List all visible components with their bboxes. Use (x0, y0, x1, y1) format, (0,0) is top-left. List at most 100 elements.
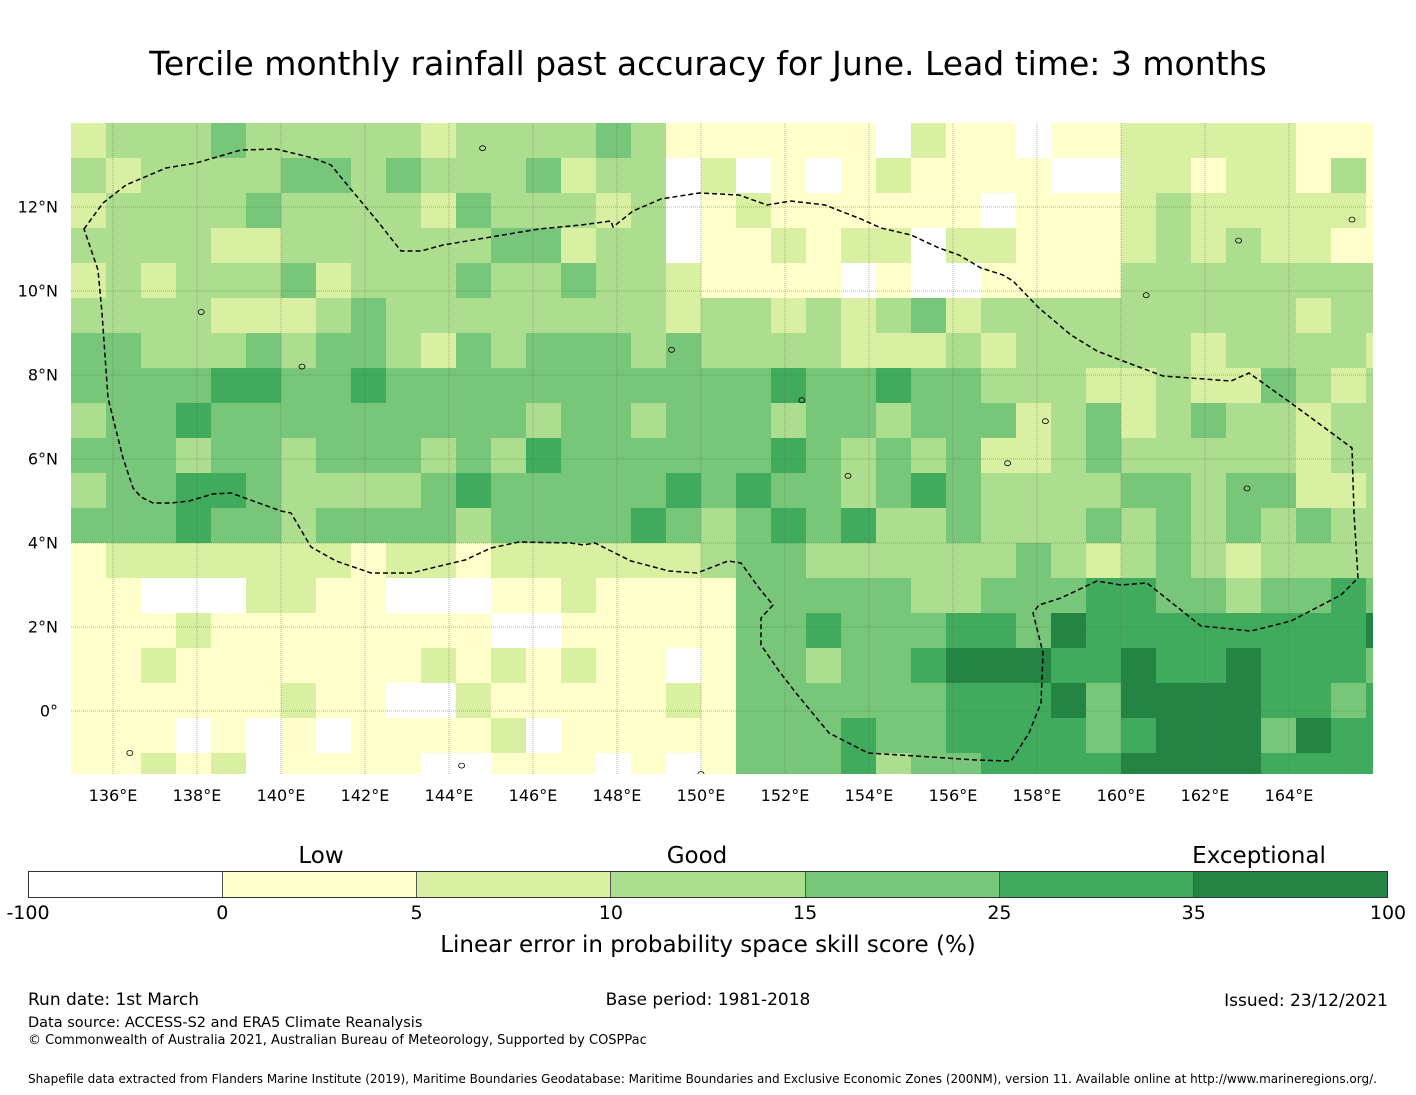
colorbar-category-exceptional: Exceptional (1192, 843, 1326, 869)
skill-cell (1121, 718, 1157, 754)
skill-cell (1121, 543, 1157, 579)
skill-cell (1226, 473, 1262, 509)
island-outline (1004, 460, 1011, 467)
skill-cell (1121, 683, 1157, 719)
skill-cell (316, 683, 352, 719)
island-outline (1042, 418, 1049, 425)
island-outlines (126, 145, 1356, 774)
skill-cell (456, 123, 492, 159)
skill-cell (176, 683, 212, 719)
skill-cell (71, 298, 107, 334)
skill-cell (946, 263, 982, 299)
skill-cell (456, 508, 492, 544)
latitude-tick-label: 2°N (27, 617, 58, 637)
skill-cell (1331, 193, 1367, 229)
skill-cell (1366, 193, 1373, 229)
skill-cell (351, 718, 387, 754)
skill-cell (876, 333, 912, 369)
skill-cell (351, 158, 387, 194)
skill-cell (596, 648, 632, 684)
skill-cell (876, 158, 912, 194)
skill-cell (631, 648, 667, 684)
skill-cell (771, 683, 807, 719)
skill-cell (281, 228, 317, 264)
skill-cell (1296, 193, 1332, 229)
skill-cell (1296, 613, 1332, 649)
island-outline (798, 397, 806, 404)
skill-cell (106, 403, 142, 439)
skill-cell (701, 403, 737, 439)
chart-title: Tercile monthly rainfall past accuracy f… (149, 44, 1267, 83)
skill-cell (631, 333, 667, 369)
skill-cell (1331, 438, 1367, 474)
skill-cell (211, 368, 247, 404)
skill-cell (736, 263, 772, 299)
skill-cell (1261, 403, 1297, 439)
skill-cell (1086, 123, 1122, 159)
skill-cell (771, 123, 807, 159)
skill-cell (176, 718, 212, 754)
skill-cell (1366, 753, 1373, 774)
skill-cell (176, 228, 212, 264)
skill-cell (1296, 123, 1332, 159)
skill-cell (841, 578, 877, 614)
skill-cell (736, 438, 772, 474)
skill-cell (1051, 753, 1087, 774)
skill-cell (211, 403, 247, 439)
skill-cell (1121, 228, 1157, 264)
skill-cell (1226, 438, 1262, 474)
skill-cell (351, 613, 387, 649)
skill-cell (1331, 753, 1367, 774)
skill-cell (596, 508, 632, 544)
skill-cell (1016, 298, 1052, 334)
skill-cell (491, 753, 527, 774)
skill-cell (246, 718, 282, 754)
island-outline (479, 145, 487, 152)
skill-cell (806, 438, 842, 474)
skill-cell (1121, 158, 1157, 194)
skill-cell (281, 578, 317, 614)
skill-cell (281, 158, 317, 194)
skill-cell (666, 718, 702, 754)
skill-cell (806, 508, 842, 544)
skill-cell (596, 123, 632, 159)
skill-cell (141, 683, 177, 719)
skill-cell (841, 438, 877, 474)
skill-cell (1226, 683, 1262, 719)
skill-cell (806, 228, 842, 264)
skill-cell (1191, 298, 1227, 334)
skill-cell (1191, 578, 1227, 614)
skill-cell (1086, 228, 1122, 264)
skill-cell (456, 368, 492, 404)
skill-cell (526, 193, 562, 229)
skill-cell (1121, 473, 1157, 509)
skill-cell (211, 473, 247, 509)
skill-cell (71, 228, 107, 264)
skill-cell (841, 648, 877, 684)
skill-cell (1051, 228, 1087, 264)
skill-cell (561, 438, 597, 474)
skill-cell (911, 648, 947, 684)
skill-cell (911, 158, 947, 194)
skill-cell (141, 228, 177, 264)
skill-cell (946, 718, 982, 754)
skill-cell (876, 193, 912, 229)
skill-cell (176, 578, 212, 614)
skill-cell (421, 298, 457, 334)
skill-cell (1016, 333, 1052, 369)
run-date: Run date: 1st March (28, 990, 200, 1010)
latitude-tick-label: 10°N (17, 281, 58, 301)
skill-cell (1191, 158, 1227, 194)
skill-cell (1191, 403, 1227, 439)
skill-cell (631, 508, 667, 544)
skill-cell (666, 753, 702, 774)
skill-cell (421, 578, 457, 614)
skill-cell (876, 683, 912, 719)
skill-cell (946, 543, 982, 579)
skill-cell (1226, 403, 1262, 439)
shapefile-credit: Shapefile data extracted from Flanders M… (28, 1072, 1377, 1086)
skill-cell (1261, 648, 1297, 684)
longitude-tick-label: 142°E (340, 786, 390, 805)
skill-cell (1191, 613, 1227, 649)
skill-cell (1086, 438, 1122, 474)
